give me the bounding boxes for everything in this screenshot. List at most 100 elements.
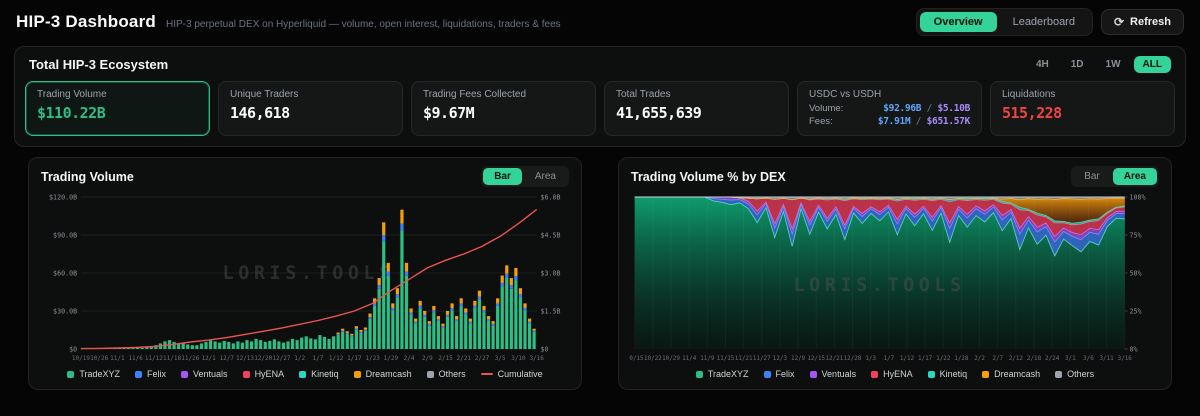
tab-overview[interactable]: Overview <box>919 12 997 32</box>
legend-item-kinetiq[interactable]: Kinetiq <box>299 369 339 379</box>
stat-card-unique-traders[interactable]: Unique Traders 146,618 <box>218 81 403 136</box>
svg-text:2/24: 2/24 <box>1045 355 1060 362</box>
kinetiq-legend-swatch <box>299 370 307 378</box>
refresh-button[interactable]: ⟳ Refresh <box>1100 9 1184 35</box>
legend-item-felix[interactable]: Felix <box>763 369 795 379</box>
legend-item-ventuals[interactable]: Ventuals <box>809 369 856 379</box>
stat-card-trading-fees[interactable]: Trading Fees Collected $9.67M <box>411 81 596 136</box>
svg-text:1/28: 1/28 <box>954 355 969 362</box>
legend-item-hyena[interactable]: HyENA <box>871 369 913 379</box>
page-subtitle: HIP-3 perpetual DEX on Hyperliquid — vol… <box>165 19 561 30</box>
svg-text:11/18: 11/18 <box>163 355 181 362</box>
legend-item-others[interactable]: Others <box>426 369 466 379</box>
dreamcash-legend-swatch <box>982 370 990 378</box>
legend-label: Others <box>438 369 466 379</box>
svg-text:11/6: 11/6 <box>128 355 143 362</box>
kinetiq-legend-swatch <box>927 370 935 378</box>
svg-text:1/12: 1/12 <box>329 355 344 362</box>
svg-text:12/3: 12/3 <box>773 355 788 362</box>
legend-label: Dreamcash <box>994 369 1041 379</box>
app-header: HIP-3 Dashboard HIP-3 perpetual DEX on H… <box>0 0 1200 44</box>
legend-item-ventuals[interactable]: Ventuals <box>181 369 228 379</box>
hyena-legend-swatch <box>242 370 250 378</box>
svg-text:50%: 50% <box>1130 269 1142 277</box>
legend-item-cumulative[interactable]: Cumulative <box>480 369 543 379</box>
legend-label: Felix <box>775 369 795 379</box>
usdc-fees: $7.91M <box>877 116 911 127</box>
stat-card-liquidations[interactable]: Liquidations 515,228 <box>990 81 1175 136</box>
svg-text:1/2: 1/2 <box>294 355 305 362</box>
others-legend-swatch <box>426 370 434 378</box>
legend-item-tradexyz[interactable]: TradeXYZ <box>67 369 120 379</box>
volume-pct-chart-title: Trading Volume % by DEX <box>631 169 786 184</box>
legend-item-felix[interactable]: Felix <box>135 369 166 379</box>
timerange-1w[interactable]: 1W <box>1097 56 1130 73</box>
svg-text:3/6: 3/6 <box>1083 355 1094 362</box>
svg-text:11/9: 11/9 <box>700 355 715 362</box>
svg-text:2/2: 2/2 <box>974 355 985 362</box>
svg-text:2/21: 2/21 <box>457 355 472 362</box>
usdc-volume: $92.96B <box>883 103 922 114</box>
svg-text:11/15: 11/15 <box>717 355 735 362</box>
svg-text:1/3: 1/3 <box>865 355 876 362</box>
ventuals-legend-swatch <box>809 370 817 378</box>
trading-volume-value: $110.22B <box>37 104 106 122</box>
volume-area-toggle[interactable]: Area <box>524 168 567 185</box>
legend-label: HyENA <box>254 369 285 379</box>
svg-text:$120.0B: $120.0B <box>49 193 77 201</box>
svg-text:2/27: 2/27 <box>475 355 490 362</box>
svg-text:10/22: 10/22 <box>644 355 662 362</box>
svg-text:$6.0B: $6.0B <box>540 193 560 201</box>
ventuals-legend-swatch <box>181 370 189 378</box>
svg-text:12/28: 12/28 <box>844 355 862 362</box>
svg-text:$1.5B: $1.5B <box>540 307 560 315</box>
svg-text:1/23: 1/23 <box>365 355 380 362</box>
legend-item-hyena[interactable]: HyENA <box>242 369 285 379</box>
usdc-usdh-fees-row: Fees: $7.91M / $651.57K <box>809 116 971 127</box>
svg-text:1/29: 1/29 <box>384 355 399 362</box>
timerange-4h[interactable]: 4H <box>1027 56 1058 73</box>
svg-text:2/12: 2/12 <box>1009 355 1024 362</box>
trading-volume-chart-panel: Trading Volume Bar Area $120.0B $6.0B $90.… <box>28 157 582 390</box>
stat-card-total-trades[interactable]: Total Trades 41,655,639 <box>604 81 789 136</box>
legend-item-dreamcash[interactable]: Dreamcash <box>982 369 1040 379</box>
usdh-fees: $651.57K <box>926 116 971 127</box>
stat-card-usdc-vs-usdh[interactable]: USDC vs USDH Volume: $92.96B / $5.10B Fe… <box>797 81 982 136</box>
legend-item-kinetiq[interactable]: Kinetiq <box>927 369 967 379</box>
unique-traders-value: 146,618 <box>230 104 290 122</box>
legend-item-dreamcash[interactable]: Dreamcash <box>353 369 412 379</box>
legend-item-others[interactable]: Others <box>1055 369 1094 379</box>
timerange-1d[interactable]: 1D <box>1062 56 1093 73</box>
timerange-all[interactable]: ALL <box>1133 56 1171 73</box>
svg-text:$0: $0 <box>69 345 77 353</box>
felix-legend-swatch <box>135 370 143 378</box>
cumulative-legend-swatch <box>480 373 493 375</box>
svg-text:$60.0B: $60.0B <box>53 269 77 277</box>
legend-label: Ventuals <box>193 369 228 379</box>
svg-text:11/21: 11/21 <box>735 355 753 362</box>
svg-text:3/10: 3/10 <box>511 355 526 362</box>
svg-text:12/1: 12/1 <box>201 355 216 362</box>
tab-leaderboard[interactable]: Leaderboard <box>999 12 1089 32</box>
stat-cards-row: Trading Volume $110.22B Unique Traders 1… <box>25 81 1175 136</box>
volume-bar-toggle[interactable]: Bar <box>483 168 522 185</box>
usdc-usdh-volume-row: Volume: $92.96B / $5.10B <box>809 103 970 114</box>
svg-text:$4.5B: $4.5B <box>540 231 560 239</box>
page-title: HIP-3 Dashboard <box>16 12 156 31</box>
legend-item-tradexyz[interactable]: TradeXYZ <box>695 369 749 379</box>
svg-text:LORIS.TOOLS: LORIS.TOOLS <box>794 275 966 296</box>
trading-volume-chart[interactable]: $120.0B $6.0B $90.0B $4.5B $60.0B $3.0B $30.0B… <box>39 191 571 363</box>
volume-pct-by-dex-chart[interactable]: 10/1510/2210/2911/411/911/1511/2111/2712… <box>629 191 1161 363</box>
svg-text:3/16: 3/16 <box>529 355 544 362</box>
svg-text:10/19: 10/19 <box>72 355 90 362</box>
felix-legend-swatch <box>763 370 771 378</box>
tradexyz-legend-swatch <box>67 370 75 378</box>
stat-card-trading-volume[interactable]: Trading Volume $110.22B <box>25 81 210 136</box>
svg-text:12/21: 12/21 <box>825 355 843 362</box>
pct-bar-toggle[interactable]: Bar <box>1073 168 1111 185</box>
volume-chart-type-toggle: Bar Area <box>481 166 569 187</box>
svg-text:2/9: 2/9 <box>422 355 433 362</box>
pct-area-toggle[interactable]: Area <box>1112 168 1157 185</box>
svg-text:10/26: 10/26 <box>90 355 108 362</box>
legend-label: TradeXYZ <box>79 369 121 379</box>
